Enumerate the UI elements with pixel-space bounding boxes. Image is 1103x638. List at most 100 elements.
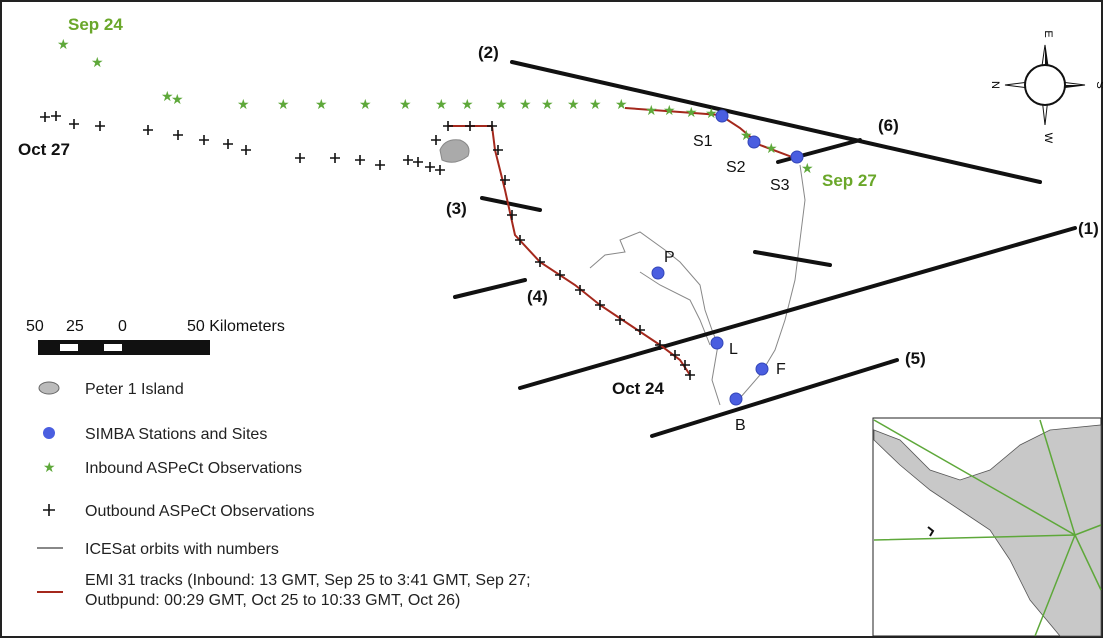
compass-label: W <box>1042 133 1054 144</box>
outbound-cross <box>199 135 209 145</box>
site-track <box>639 271 711 346</box>
inbound-star: ★ <box>461 96 474 112</box>
station <box>715 109 729 123</box>
station-label: S1 <box>693 133 713 150</box>
legend-label: Inbound ASPeCt Observations <box>85 460 302 477</box>
station-label: S2 <box>726 159 746 176</box>
date-label: Oct 24 <box>612 379 665 398</box>
inbound-star: ★ <box>315 96 328 112</box>
inbound-star: ★ <box>495 96 508 112</box>
orbit-label: (3) <box>446 199 467 218</box>
island <box>439 139 470 163</box>
outbound-cross <box>431 135 441 145</box>
outbound-cross <box>355 155 365 165</box>
station <box>755 362 769 376</box>
compass-label: S <box>1094 81 1103 88</box>
station-label: P <box>664 249 675 266</box>
outbound-cross <box>670 350 680 360</box>
outbound-cross <box>635 325 645 335</box>
legend-label: ICESat orbits with numbers <box>85 541 279 558</box>
outbound-cross <box>465 121 475 131</box>
outbound-cross <box>507 210 517 220</box>
outbound-cross <box>413 157 423 167</box>
compass-label: E <box>1042 30 1054 37</box>
outbound-cross <box>223 139 233 149</box>
inbound-star: ★ <box>161 88 174 104</box>
inbound-star: ★ <box>567 96 580 112</box>
orbit-label: (1) <box>1078 219 1099 238</box>
inbound-star: ★ <box>705 105 718 121</box>
station <box>710 336 724 350</box>
outbound-cross <box>295 153 305 163</box>
compass: N E S W <box>989 30 1103 143</box>
legend-label: EMI 31 tracks (Inbound: 13 GMT, Sep 25 t… <box>85 572 531 589</box>
outbound-cross <box>173 130 183 140</box>
outbound-cross <box>435 165 445 175</box>
orbit <box>480 196 542 212</box>
station-label: B <box>735 417 746 434</box>
station <box>747 135 761 149</box>
station <box>729 392 743 406</box>
date-label: Sep 24 <box>68 15 123 34</box>
outbound-cross <box>40 112 50 122</box>
legend-label: Outbpund: 00:29 GMT, Oct 25 to 10:33 GMT… <box>85 592 460 609</box>
inbound-star: ★ <box>359 96 372 112</box>
outbound-cross <box>241 145 251 155</box>
outbound-observations <box>40 111 695 380</box>
orbit <box>518 226 1077 390</box>
inbound-star: ★ <box>541 96 554 112</box>
stations <box>651 109 804 406</box>
outbound-cross <box>685 370 695 380</box>
outbound-cross <box>443 121 453 131</box>
outbound-cross <box>595 300 605 310</box>
inbound-star: ★ <box>685 104 698 120</box>
outbound-cross <box>615 315 625 325</box>
inset-map <box>872 417 1102 637</box>
inbound-star: ★ <box>615 96 628 112</box>
date-label: Sep 27 <box>822 171 877 190</box>
outbound-track <box>448 125 691 376</box>
inbound-star: ★ <box>645 102 658 118</box>
station-label: S3 <box>770 177 790 194</box>
outbound-cross <box>493 145 503 155</box>
orbit-label: (2) <box>478 43 499 62</box>
inbound-star: ★ <box>91 54 104 70</box>
legend-label: SIMBA Stations and Sites <box>85 426 267 443</box>
inbound-star: ★ <box>589 96 602 112</box>
scale-tick: 25 <box>66 318 84 335</box>
outbound-cross <box>515 235 525 245</box>
legend: Peter 1 Island SIMBA Stations and Sites … <box>37 381 531 609</box>
orbit <box>650 358 899 438</box>
scale-tick: 0 <box>118 318 127 335</box>
orbit <box>453 278 527 299</box>
outbound-cross <box>575 285 585 295</box>
orbit <box>510 60 1042 184</box>
inbound-star: ★ <box>765 140 778 156</box>
orbit-label: (6) <box>878 116 899 135</box>
inbound-star: ★ <box>237 96 250 112</box>
outbound-cross <box>69 119 79 129</box>
outbound-cross <box>500 175 510 185</box>
inbound-star: ★ <box>399 96 412 112</box>
outbound-cross <box>143 125 153 135</box>
inbound-star: ★ <box>519 96 532 112</box>
inbound-star: ★ <box>171 91 184 107</box>
inbound-star: ★ <box>57 36 70 52</box>
inbound-observations: ★★★★ ★ ★ ★ ★ ★ ★ ★ ★ ★ ★ ★ ★ ★ ★ ★ ★ ★★★★ <box>57 36 814 176</box>
outbound-cross <box>555 270 565 280</box>
legend-label: Outbound ASPeCt Observations <box>85 503 314 520</box>
inbound-track <box>624 107 801 161</box>
station-label: L <box>729 341 738 358</box>
outbound-cross <box>655 340 665 350</box>
station <box>651 266 665 280</box>
outbound-cross <box>330 153 340 163</box>
outbound-cross <box>375 160 385 170</box>
svg-text:★: ★ <box>43 459 56 475</box>
scale-label: 50 Kilometers <box>187 318 285 335</box>
compass-label: N <box>989 81 1001 89</box>
outbound-cross <box>425 162 435 172</box>
outbound-cross <box>51 111 61 121</box>
outbound-cross <box>487 121 497 131</box>
inbound-star: ★ <box>277 96 290 112</box>
